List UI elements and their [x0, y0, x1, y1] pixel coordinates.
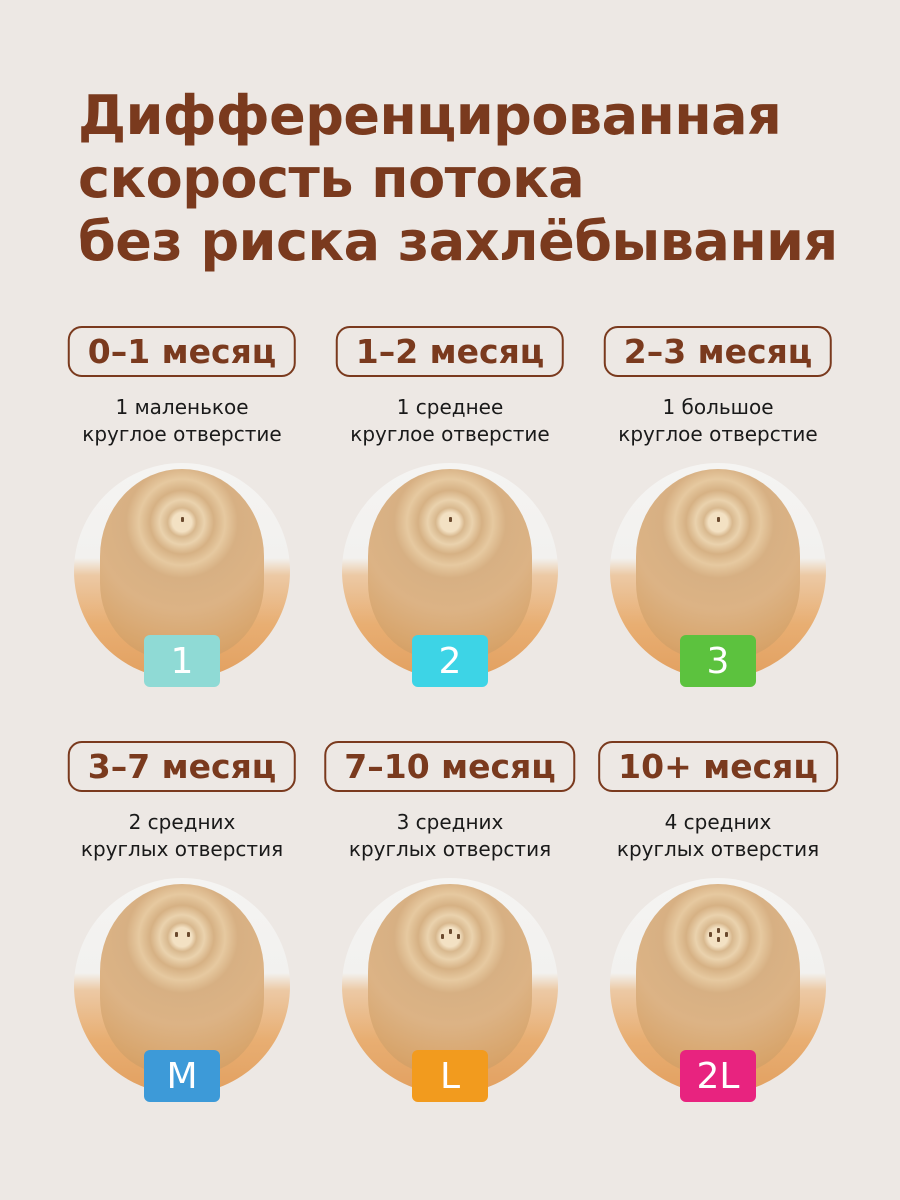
- hole-mark: [717, 937, 720, 942]
- hole-mark: [717, 928, 720, 933]
- page-title: Дифференцированная скорость потока без р…: [78, 84, 838, 273]
- description-line: круглое отверстие: [350, 422, 550, 446]
- description-line: круглых отверстия: [616, 837, 820, 861]
- age-label: 2–3 месяц: [603, 326, 833, 377]
- description-line: 2 средних: [128, 810, 236, 834]
- nipple-card: 0–1 месяц 1 маленькое круглое отверстие …: [48, 326, 316, 726]
- age-label: 10+ месяц: [598, 741, 838, 792]
- hole-mark: [175, 932, 178, 937]
- nipple-photo: [74, 878, 290, 1094]
- description-line: 4 средних: [664, 810, 772, 834]
- nipple-image: [636, 884, 800, 1074]
- description-line: 1 маленькое: [115, 395, 249, 419]
- hole-mark: [725, 932, 728, 937]
- description-line: 1 среднее: [396, 395, 504, 419]
- hole-description: 3 средних круглых отверстия: [316, 809, 584, 863]
- hole-description: 1 маленькое круглое отверстие: [48, 394, 316, 448]
- hole-mark: [709, 932, 712, 937]
- hole-mark: [449, 929, 452, 934]
- nipple-card: 2–3 месяц 1 большое круглое отверстие 3: [584, 326, 852, 726]
- size-badge: 2: [412, 635, 488, 687]
- hole-description: 1 среднее круглое отверстие: [316, 394, 584, 448]
- size-badge: 1: [144, 635, 220, 687]
- hole-mark: [187, 932, 190, 937]
- size-badge: 3: [680, 635, 756, 687]
- description-line: круглых отверстия: [348, 837, 552, 861]
- description-line: круглых отверстия: [80, 837, 284, 861]
- hole-description: 2 средних круглых отверстия: [48, 809, 316, 863]
- title-line: скорость потока: [78, 147, 585, 210]
- nipple-card: 3–7 месяц 2 средних круглых отверстия M: [48, 741, 316, 1141]
- nipple-card: 1–2 месяц 1 среднее круглое отверстие 2: [316, 326, 584, 726]
- title-line: без риска захлёбывания: [78, 210, 838, 273]
- description-line: 3 средних: [396, 810, 504, 834]
- nipple-image: [636, 469, 800, 659]
- nipple-image: [100, 469, 264, 659]
- age-label: 3–7 месяц: [67, 741, 297, 792]
- size-badge: M: [144, 1050, 220, 1102]
- description-line: круглое отверстие: [618, 422, 818, 446]
- hole-mark: [449, 517, 452, 522]
- hole-mark: [717, 517, 720, 522]
- description-line: круглое отверстие: [82, 422, 282, 446]
- nipple-image: [100, 884, 264, 1074]
- age-label: 7–10 месяц: [324, 741, 576, 792]
- description-line: 1 большое: [662, 395, 774, 419]
- size-badge: L: [412, 1050, 488, 1102]
- nipple-image: [368, 469, 532, 659]
- title-line: Дифференцированная: [78, 84, 782, 147]
- nipple-image: [368, 884, 532, 1074]
- hole-description: 4 средних круглых отверстия: [584, 809, 852, 863]
- nipple-card: 7–10 месяц 3 средних круглых отверстия L: [316, 741, 584, 1141]
- hole-mark: [441, 934, 444, 939]
- nipple-photo: [610, 463, 826, 679]
- nipple-card: 10+ месяц 4 средних круглых отверстия 2L: [584, 741, 852, 1141]
- hole-mark: [457, 934, 460, 939]
- size-badge: 2L: [680, 1050, 756, 1102]
- hole-mark: [181, 517, 184, 522]
- age-label: 1–2 месяц: [335, 326, 565, 377]
- hole-description: 1 большое круглое отверстие: [584, 394, 852, 448]
- age-label: 0–1 месяц: [67, 326, 297, 377]
